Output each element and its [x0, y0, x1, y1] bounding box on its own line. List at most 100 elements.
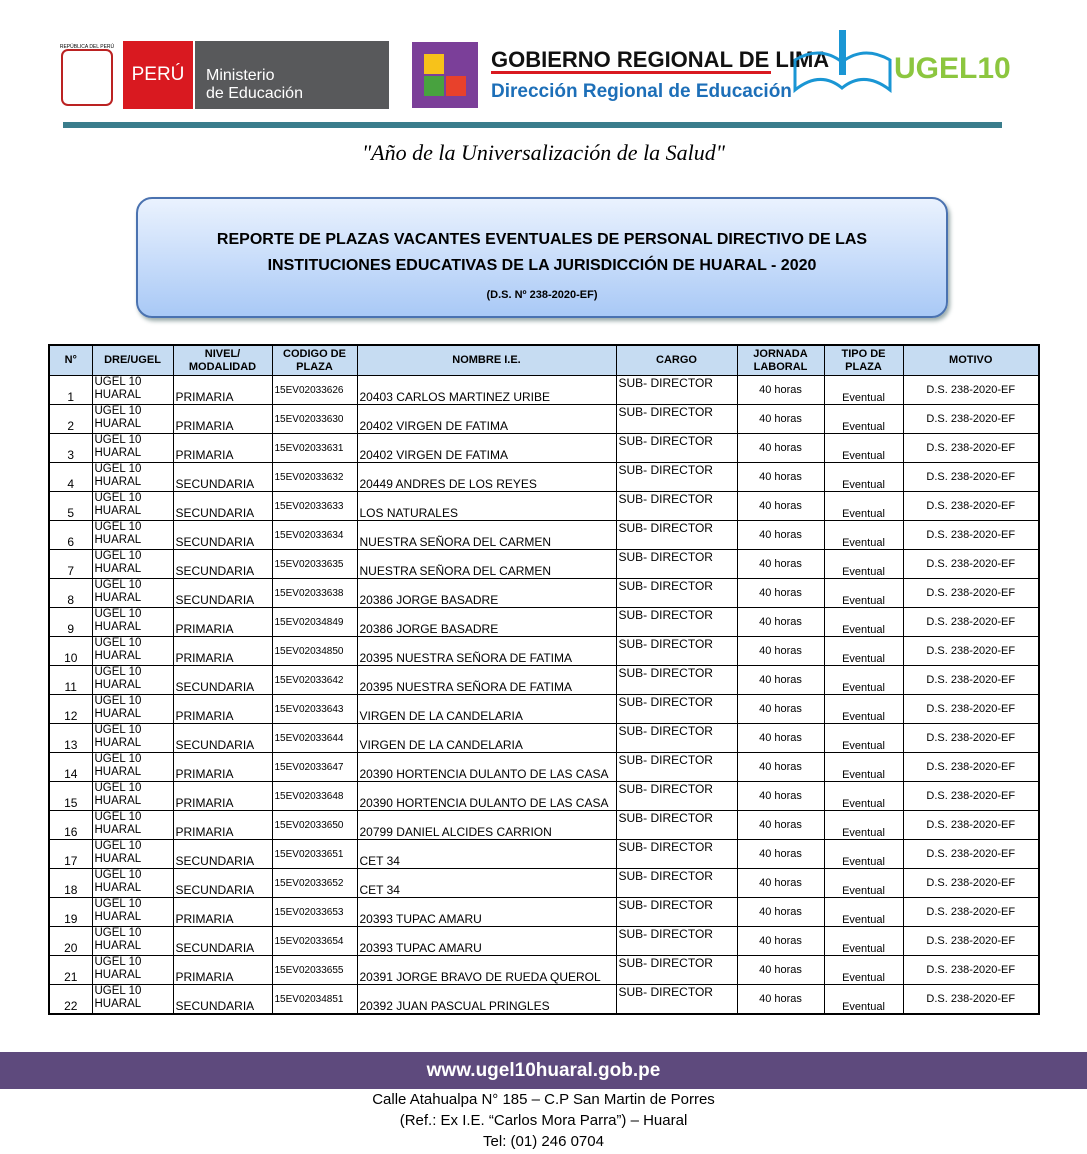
table-cell: 20403 CARLOS MARTINEZ URIBE	[356, 375, 617, 405]
table-cell: SECUNDARIA	[172, 723, 273, 753]
dre-cell: UGEL 10 HUARAL	[91, 694, 174, 724]
dre-line: UGEL 10	[94, 579, 142, 591]
table-row: 15 UGEL 10 HUARAL PRIMARIA 15EV02033648 20390…	[48, 781, 1040, 811]
table-row: 8 UGEL 10 HUARAL SECUNDARIA 15EV02033638 2038…	[48, 578, 1040, 608]
table-cell: 15EV02033644	[271, 723, 358, 753]
dre-cell: UGEL 10 HUARAL	[91, 375, 174, 405]
column-header: N°	[48, 344, 93, 376]
dre-line: HUARAL	[94, 650, 142, 662]
table-cell: PRIMARIA	[172, 375, 273, 405]
table-cell: 40 horas	[736, 984, 825, 1015]
table-cell: SUB- DIRECTOR	[615, 810, 738, 840]
table-row: 19 UGEL 10 HUARAL PRIMARIA 15EV02033653 20393…	[48, 897, 1040, 927]
table-cell: 20393 TUPAC AMARU	[356, 897, 617, 927]
table-cell: 40 horas	[736, 897, 825, 927]
table-cell: 15EV02033654	[271, 926, 358, 956]
table-cell: LOS NATURALES	[356, 491, 617, 521]
gore-logo-part	[424, 76, 444, 96]
row-number: 3	[48, 433, 93, 463]
dre-line: UGEL 10	[94, 405, 142, 417]
table-cell: Eventual	[823, 491, 904, 521]
dre-line: UGEL 10	[94, 666, 142, 678]
table-cell: 40 horas	[736, 752, 825, 782]
table-cell: 20391 JORGE BRAVO DE RUEDA QUEROL	[356, 955, 617, 985]
table-cell: PRIMARIA	[172, 607, 273, 637]
table-cell: 15EV02033631	[271, 433, 358, 463]
vacancy-table: N° DRE/UGEL NIVEL/ MODALIDAD CODIGO DE PLAZ…	[48, 344, 1040, 1015]
table-cell: 40 horas	[736, 462, 825, 492]
table-cell: Eventual	[823, 549, 904, 579]
table-cell: Eventual	[823, 520, 904, 550]
table-cell: Eventual	[823, 781, 904, 811]
dre-cell: UGEL 10 HUARAL	[91, 897, 174, 927]
row-number: 20	[48, 926, 93, 956]
column-header: MOTIVO	[902, 344, 1040, 376]
dre-line: HUARAL	[94, 679, 142, 691]
dre-cell: UGEL 10 HUARAL	[91, 520, 174, 550]
address-line: Tel: (01) 246 0704	[483, 1133, 604, 1150]
table-cell: PRIMARIA	[172, 433, 273, 463]
table-cell: PRIMARIA	[172, 781, 273, 811]
row-number: 9	[48, 607, 93, 637]
table-cell: Eventual	[823, 926, 904, 956]
dre-line: UGEL 10	[94, 782, 142, 794]
table-cell: D.S. 238-2020-EF	[902, 433, 1040, 463]
table-cell: SUB- DIRECTOR	[615, 723, 738, 753]
table-cell: D.S. 238-2020-EF	[902, 723, 1040, 753]
column-header: NOMBRE I.E.	[356, 344, 617, 376]
table-cell: D.S. 238-2020-EF	[902, 781, 1040, 811]
column-header: NIVEL/ MODALIDAD	[172, 344, 273, 376]
table-cell: 15EV02033643	[271, 694, 358, 724]
ministerio-1: Ministerio	[206, 67, 275, 84]
table-row: 14 UGEL 10 HUARAL PRIMARIA 15EV02033647 20390…	[48, 752, 1040, 782]
dre-cell: UGEL 10 HUARAL	[91, 839, 174, 869]
table-cell: 20395 NUESTRA SEÑORA DE FATIMA	[356, 665, 617, 695]
table-cell: SECUNDARIA	[172, 462, 273, 492]
dre-line: UGEL 10	[94, 434, 142, 446]
table-cell: Eventual	[823, 839, 904, 869]
shield-label: REPÚBLICA DEL PERÚ	[60, 43, 115, 50]
table-cell: SUB- DIRECTOR	[615, 375, 738, 405]
table-cell: 15EV02033642	[271, 665, 358, 695]
table-cell: PRIMARIA	[172, 897, 273, 927]
table-cell: 40 horas	[736, 781, 825, 811]
table-cell: SECUNDARIA	[172, 665, 273, 695]
dre-line: HUARAL	[94, 911, 142, 923]
dre-line: HUARAL	[94, 766, 142, 778]
table-cell: NUESTRA SEÑORA DEL CARMEN	[356, 520, 617, 550]
footer-band: www.ugel10huaral.gob.pe	[0, 1052, 1087, 1089]
row-number: 6	[48, 520, 93, 550]
table-cell: Eventual	[823, 723, 904, 753]
table-cell: PRIMARIA	[172, 404, 273, 434]
table-row: 13 UGEL 10 HUARAL SECUNDARIA 15EV02033644 VIR…	[48, 723, 1040, 753]
ministerio-2: de Educación	[206, 85, 303, 102]
table-cell: D.S. 238-2020-EF	[902, 752, 1040, 782]
dre-line: UGEL 10	[94, 869, 142, 881]
gore-logo-part	[446, 76, 466, 96]
table-cell: Eventual	[823, 578, 904, 608]
table-cell: 40 horas	[736, 723, 825, 753]
table-cell: 20395 NUESTRA SEÑORA DE FATIMA	[356, 636, 617, 666]
dre-line: HUARAL	[94, 621, 142, 633]
table-cell: 15EV02033626	[271, 375, 358, 405]
row-number: 17	[48, 839, 93, 869]
table-cell: D.S. 238-2020-EF	[902, 694, 1040, 724]
table-cell: Eventual	[823, 375, 904, 405]
table-cell: Eventual	[823, 462, 904, 492]
footer-url: www.ugel10huaral.gob.pe	[426, 1060, 661, 1081]
table-cell: Eventual	[823, 694, 904, 724]
table-row: 9 UGEL 10 HUARAL PRIMARIA 15EV02034849 20386 …	[48, 607, 1040, 637]
table-cell: D.S. 238-2020-EF	[902, 375, 1040, 405]
dre-line: HUARAL	[94, 418, 142, 430]
dre-line: UGEL 10	[94, 811, 142, 823]
row-number: 4	[48, 462, 93, 492]
table-row: 16 UGEL 10 HUARAL PRIMARIA 15EV02033650 20799…	[48, 810, 1040, 840]
row-number: 10	[48, 636, 93, 666]
shield	[61, 49, 113, 106]
table-cell: 20402 VIRGEN DE FATIMA	[356, 433, 617, 463]
row-number: 12	[48, 694, 93, 724]
dre-line: UGEL 10	[94, 985, 142, 997]
table-cell: D.S. 238-2020-EF	[902, 926, 1040, 956]
table-cell: Eventual	[823, 984, 904, 1015]
row-number: 15	[48, 781, 93, 811]
